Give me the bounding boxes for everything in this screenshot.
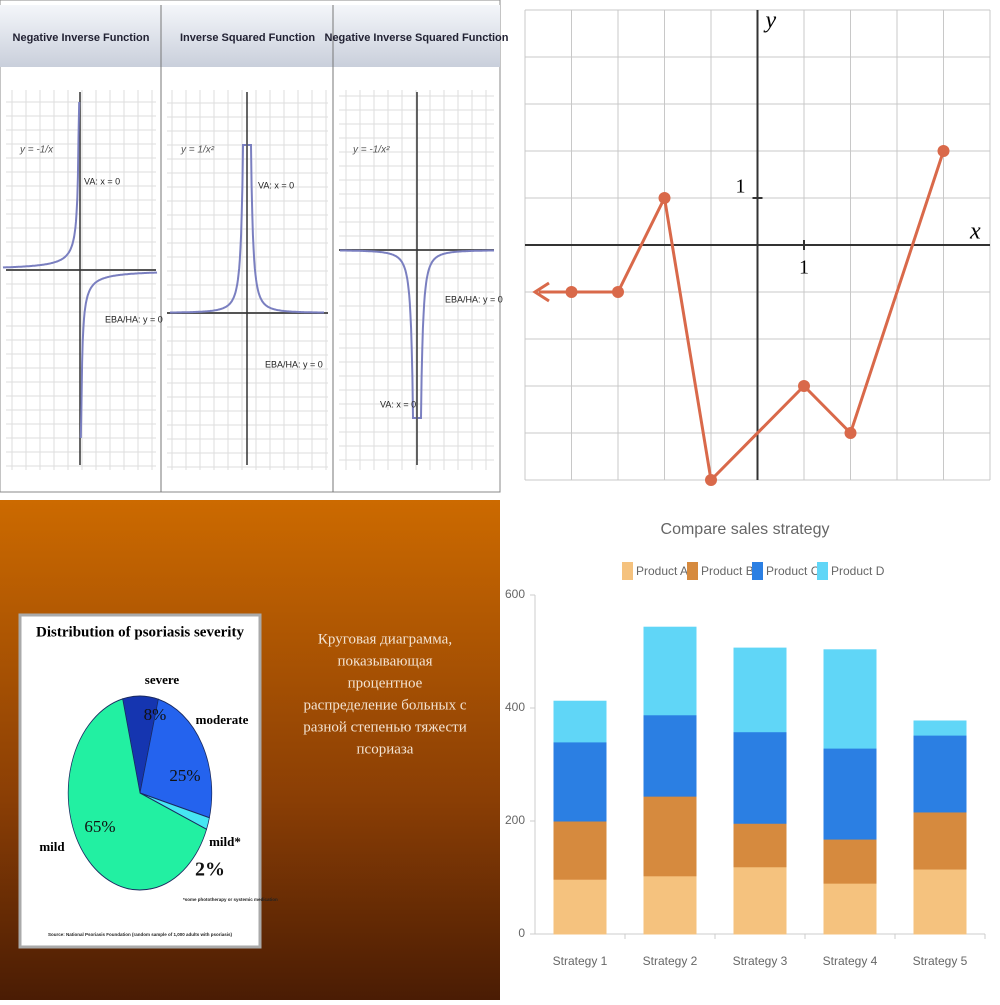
stacked-bar-chart: Compare sales strategy Product A Product B…	[505, 521, 986, 968]
bar-segment	[643, 714, 697, 797]
y-tick-label: 0	[518, 926, 525, 940]
panel-title: Negative Inverse Squared Function	[325, 32, 509, 44]
bar-segment	[733, 647, 787, 733]
x-tick-label: Strategy 2	[643, 954, 698, 968]
point	[705, 474, 717, 486]
pie-category-label: mild*	[209, 834, 241, 849]
point	[612, 286, 624, 298]
header-strip	[0, 5, 500, 67]
source-note: Source: National Psoriasis Foundation (r…	[48, 932, 233, 937]
bar-segment	[553, 700, 607, 743]
asymptote-label: EBA/HA: y = 0	[105, 314, 163, 324]
bar-segment	[553, 741, 607, 822]
x-tick-label: Strategy 4	[823, 954, 878, 968]
bar-segment	[823, 882, 877, 935]
asymptote-label: EBA/HA: y = 0	[445, 294, 503, 304]
asymptote-label: VA: x = 0	[84, 176, 120, 186]
pie-value-label: 65%	[84, 817, 115, 836]
slide-text: процентное	[348, 675, 423, 691]
equation: y = -1/x²	[352, 145, 390, 156]
pie-value-label: 25%	[169, 766, 200, 785]
x-tick-label: Strategy 1	[553, 954, 608, 968]
bar-segment	[643, 875, 697, 935]
bar-segment	[733, 731, 787, 824]
bar-segment	[553, 820, 607, 880]
function-curve	[340, 249, 417, 419]
slide-text: псориаза	[357, 741, 414, 757]
slide-text: показывающая	[337, 653, 432, 669]
point	[658, 192, 671, 204]
pie-slice	[67, 698, 208, 891]
arrow-head	[532, 281, 550, 303]
pie-slice	[139, 698, 213, 819]
asymptote-label: VA: x = 0	[380, 399, 416, 409]
legend-swatch	[817, 562, 828, 580]
bar-segment	[913, 734, 967, 813]
bar-segment	[643, 795, 697, 877]
asymptote-label: VA: x = 0	[258, 180, 294, 190]
pie-value-label: 8%	[144, 705, 167, 724]
point	[798, 380, 810, 392]
x-tick-label: 1	[799, 257, 809, 279]
legend-swatch	[752, 562, 763, 580]
slide: Distribution of psoriasis severity severe…	[0, 500, 500, 1000]
slide-text: разной степенью тяжести	[303, 719, 466, 735]
function-graphs: Negative Inverse Function y = -1/x VA: x =…	[0, 0, 509, 493]
asymptote-label: EBA/HA: y = 0	[265, 359, 323, 369]
y-axis-label: y	[764, 8, 777, 34]
pie-value-label: 2%	[195, 859, 225, 881]
bar-segment	[643, 626, 697, 716]
slide-text: Круговая диаграмма,	[318, 631, 452, 647]
pie-category-label: moderate	[196, 712, 249, 727]
pie	[67, 695, 213, 891]
bar-segment	[913, 811, 967, 870]
bar-segment	[913, 720, 967, 736]
legend-label: Product C	[766, 564, 820, 578]
x-axis-label: x	[969, 219, 981, 245]
slide-text: распределение больных с	[304, 697, 467, 713]
function-curve	[79, 271, 158, 439]
bar-segment	[823, 649, 877, 749]
x-tick-label: Strategy 5	[913, 954, 968, 968]
equation: y = 1/x²	[180, 145, 215, 156]
line-chart: 1 1 x y	[524, 8, 991, 486]
bar-segment	[823, 747, 877, 840]
bar-segment	[913, 868, 967, 935]
x-tick-label: Strategy 3	[733, 954, 788, 968]
function-curve	[170, 144, 247, 314]
point	[937, 145, 950, 157]
bar-segment	[553, 878, 607, 935]
pie-category-label: severe	[145, 672, 180, 687]
pie-category-label: mild	[39, 839, 65, 854]
equation: y = -1/x	[19, 145, 54, 156]
chart-title: Compare sales strategy	[661, 521, 830, 538]
panel-title: Negative Inverse Function	[13, 32, 150, 44]
legend-swatch	[622, 562, 633, 580]
panel-title: Inverse Squared Function	[180, 32, 315, 44]
bar-segment	[823, 838, 877, 884]
legend-label: Product D	[831, 564, 885, 578]
function-curve	[417, 249, 494, 419]
pie-title: Distribution of psoriasis severity	[36, 624, 244, 640]
legend-label: Product B	[701, 564, 754, 578]
bar-segment	[733, 866, 787, 935]
bar-segment	[733, 822, 787, 868]
function-curve	[247, 144, 324, 314]
y-tick-label: 400	[505, 700, 525, 714]
y-tick-label: 1	[736, 176, 746, 198]
legend-label: Product A	[636, 564, 688, 578]
point	[565, 286, 578, 298]
point	[844, 427, 857, 439]
y-tick-label: 200	[505, 813, 525, 827]
footnote: *some phototherapy or systemic medicatio…	[183, 897, 278, 902]
function-curve	[2, 101, 81, 269]
y-tick-label: 600	[505, 587, 525, 601]
legend-swatch	[687, 562, 698, 580]
